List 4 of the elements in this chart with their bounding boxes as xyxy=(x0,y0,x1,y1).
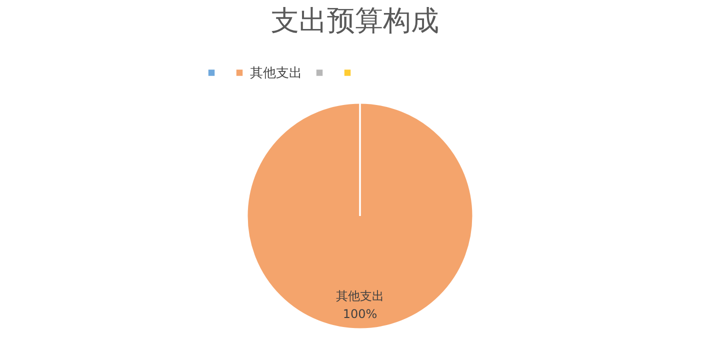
chart-title: 支出预算构成 xyxy=(271,4,439,37)
slice-label: 其他支出 xyxy=(336,289,384,303)
legend-label: 其他支出 xyxy=(250,66,302,81)
data-label: 100% xyxy=(342,307,378,321)
